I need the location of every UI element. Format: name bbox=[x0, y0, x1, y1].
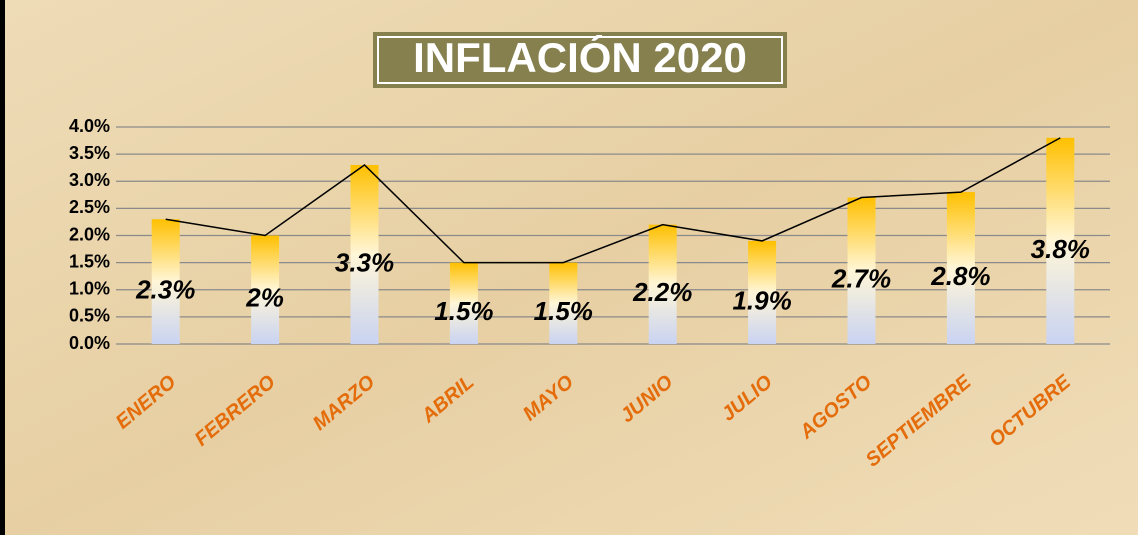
y-tick-label: 2.0% bbox=[69, 224, 110, 244]
bar bbox=[748, 240, 777, 344]
value-label: 3.8% bbox=[1031, 234, 1090, 264]
y-tick-label: 2.5% bbox=[69, 197, 110, 217]
bar bbox=[251, 235, 280, 344]
bar bbox=[549, 262, 578, 344]
value-label: 1.9% bbox=[732, 285, 791, 315]
value-label: 2% bbox=[245, 283, 284, 313]
value-label: 2.7% bbox=[831, 264, 891, 294]
left-border bbox=[0, 0, 5, 535]
y-tick-label: 3.5% bbox=[69, 143, 110, 163]
bar bbox=[449, 262, 478, 344]
y-tick-label: 4.0% bbox=[69, 116, 110, 136]
value-label: 1.5% bbox=[434, 296, 493, 326]
bar bbox=[946, 192, 975, 344]
bar bbox=[151, 219, 180, 344]
y-tick-label: 1.0% bbox=[69, 279, 110, 299]
bar bbox=[847, 197, 876, 344]
bar bbox=[350, 164, 379, 344]
bar bbox=[1046, 137, 1075, 344]
value-label: 2.2% bbox=[632, 277, 692, 307]
y-tick-label: 1.5% bbox=[69, 251, 110, 271]
y-tick-label: 0.0% bbox=[69, 333, 110, 353]
trend-line bbox=[165, 137, 1061, 264]
title-box bbox=[373, 32, 787, 88]
bar bbox=[648, 224, 677, 344]
y-tick-label: 3.0% bbox=[69, 170, 110, 190]
y-tick-label: 0.5% bbox=[69, 306, 110, 326]
value-label: 1.5% bbox=[534, 296, 593, 326]
value-label: 3.3% bbox=[335, 247, 394, 277]
chart-title: INFLACIÓN 2020 bbox=[413, 33, 747, 81]
value-label: 2.3% bbox=[135, 274, 195, 304]
value-label: 2.8% bbox=[930, 261, 990, 291]
title-frame bbox=[377, 36, 783, 84]
